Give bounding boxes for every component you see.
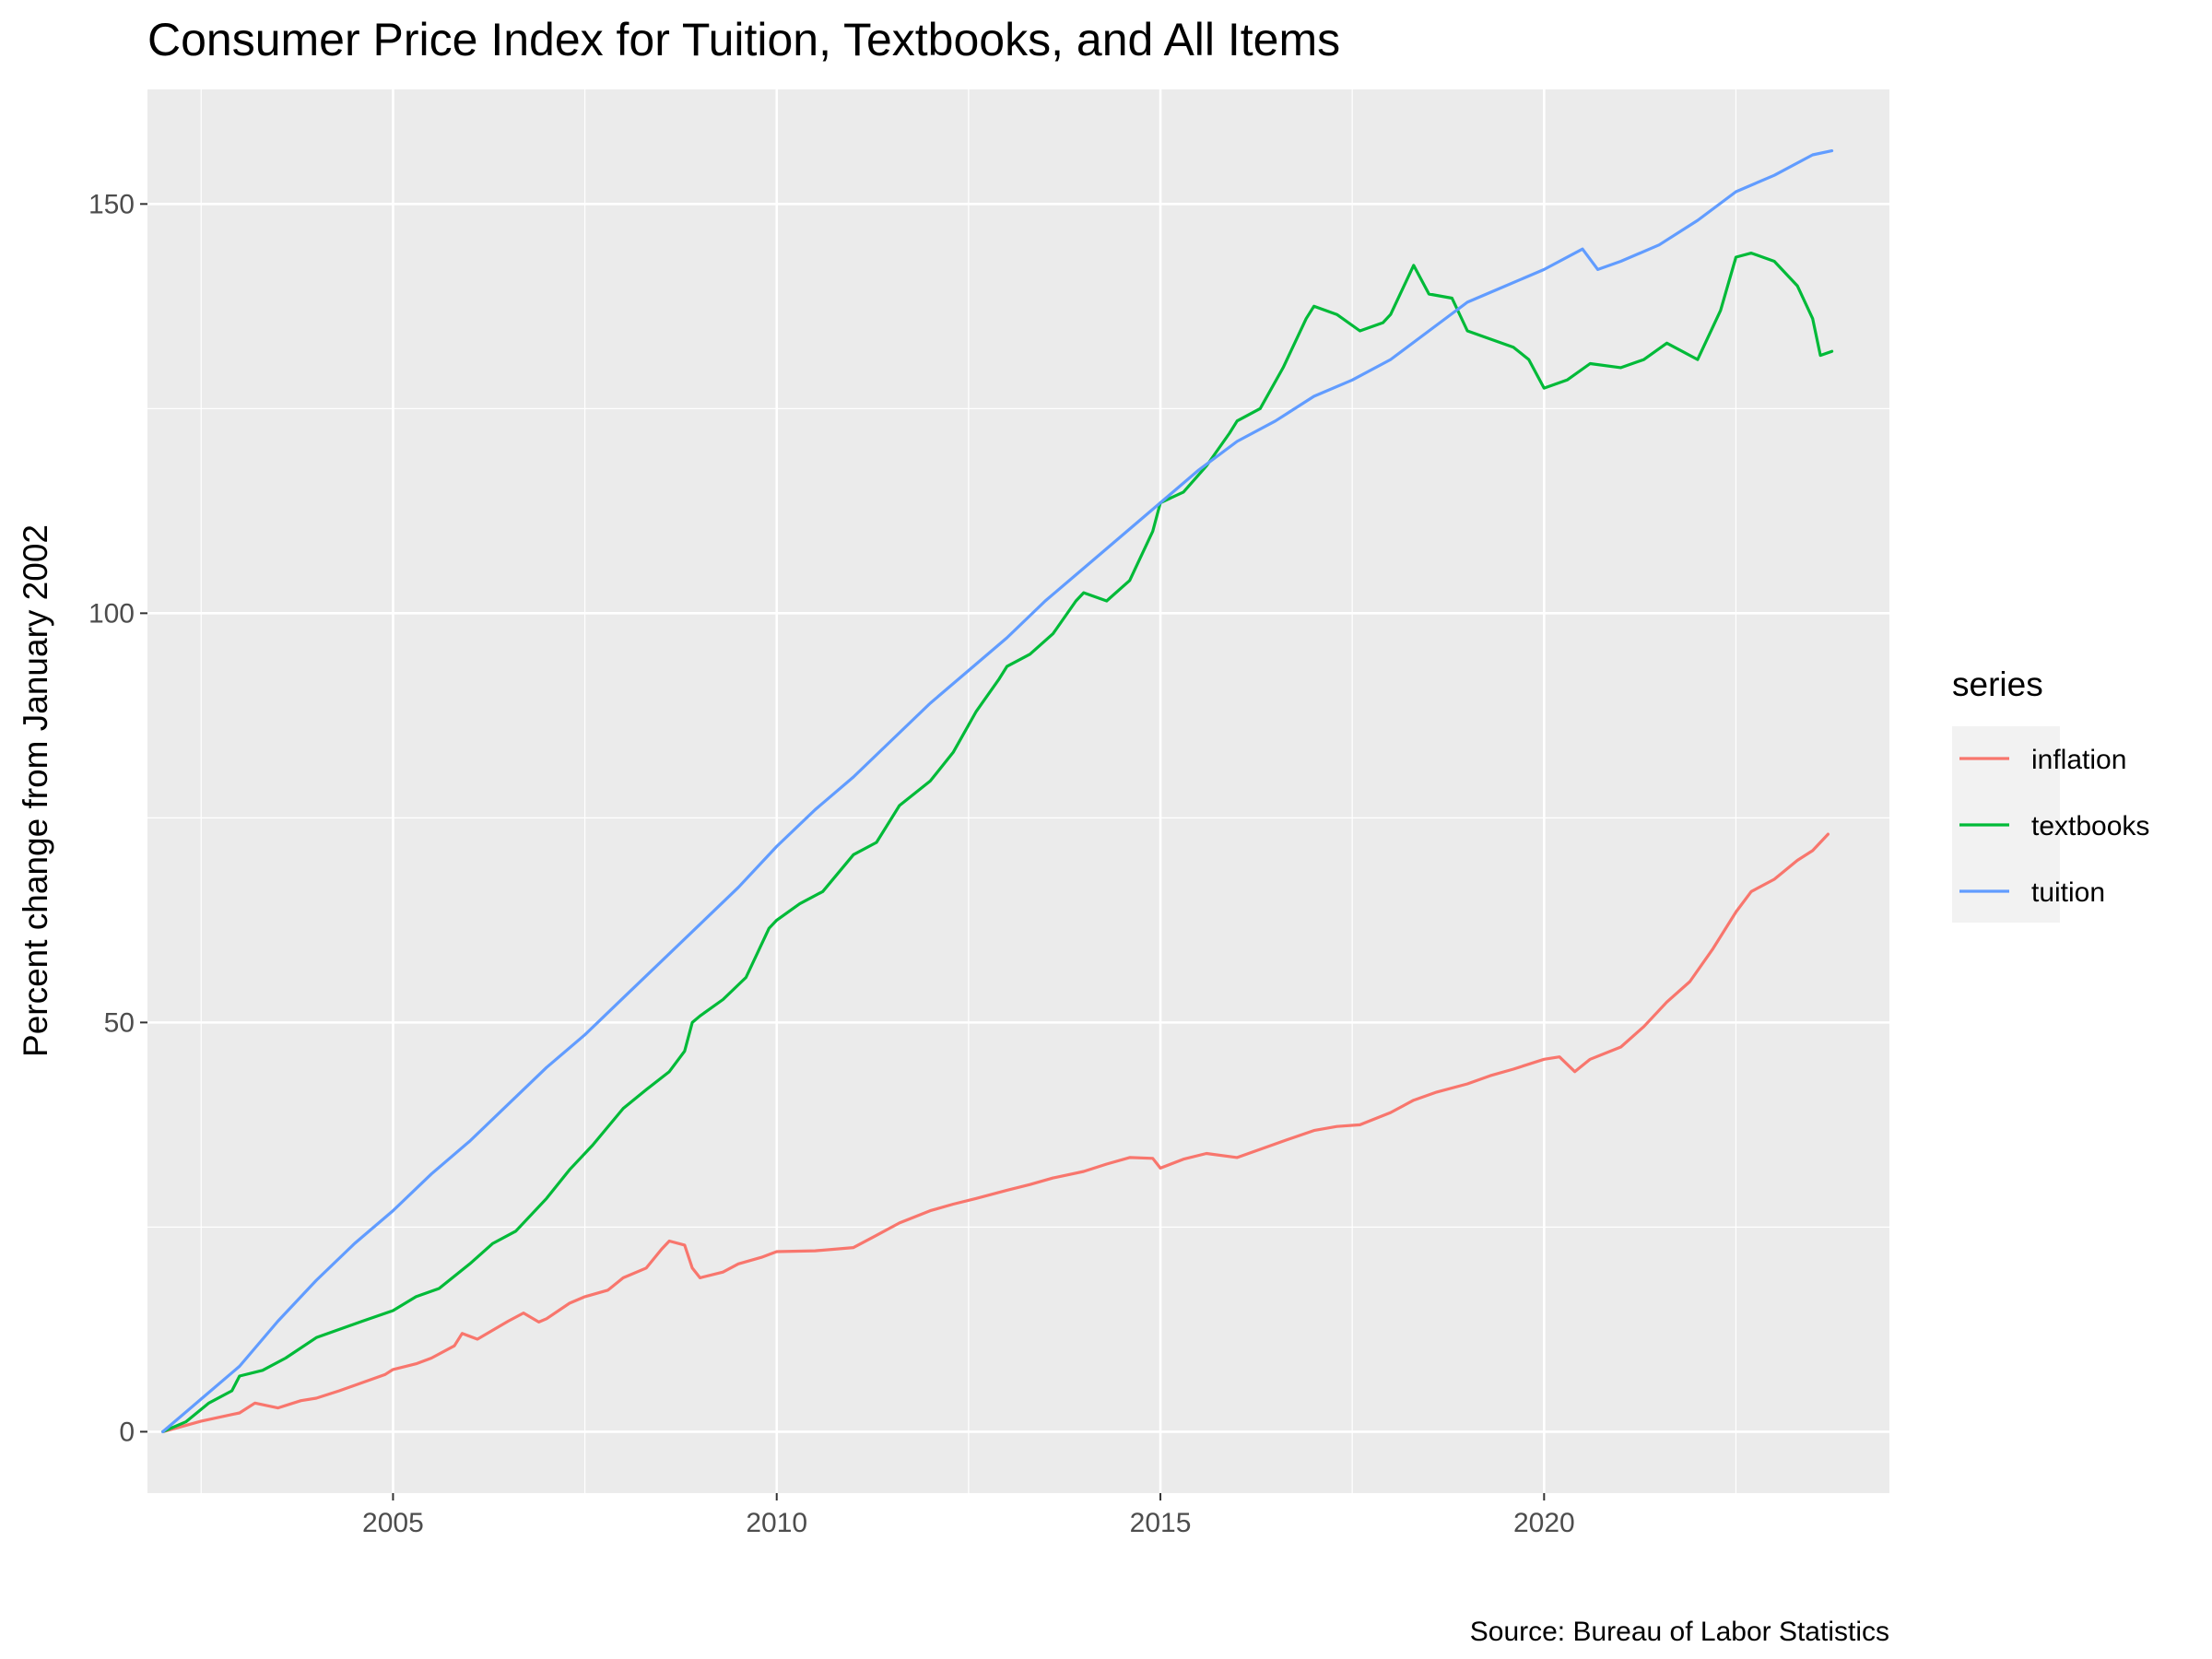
source-caption: Source: Bureau of Labor Statistics (1470, 1617, 1889, 1647)
y-tick-label: 50 (104, 1007, 135, 1038)
grid-major (147, 89, 1889, 1493)
y-tick-label: 100 (88, 598, 135, 629)
series-line-inflation (161, 832, 1830, 1433)
series-lines (161, 149, 1834, 1433)
grid-minor (147, 89, 1889, 1493)
x-tick-label: 2005 (362, 1508, 424, 1538)
legend-title: series (1952, 665, 2043, 703)
plot-panel (147, 89, 1889, 1493)
y-tick-label: 0 (119, 1417, 135, 1447)
series-line-tuition (161, 149, 1834, 1433)
chart-title: Consumer Price Index for Tuition, Textbo… (147, 14, 1340, 65)
y-axis-ticks: 0 50 100 150 (88, 189, 147, 1447)
x-tick-label: 2015 (1130, 1508, 1192, 1538)
legend-label-inflation: inflation (2031, 745, 2126, 775)
y-axis-title: Percent change from January 2002 (17, 524, 54, 1057)
x-tick-label: 2010 (746, 1508, 807, 1538)
x-axis-ticks: 2005 2010 2015 2020 (362, 1493, 1575, 1538)
series-line-textbooks (161, 252, 1834, 1433)
x-tick-label: 2020 (1513, 1508, 1575, 1538)
legend: series inflation textbooks tuition (1952, 665, 2149, 923)
y-tick-label: 150 (88, 189, 135, 219)
legend-label-textbooks: textbooks (2031, 811, 2149, 841)
legend-label-tuition: tuition (2031, 877, 2105, 908)
